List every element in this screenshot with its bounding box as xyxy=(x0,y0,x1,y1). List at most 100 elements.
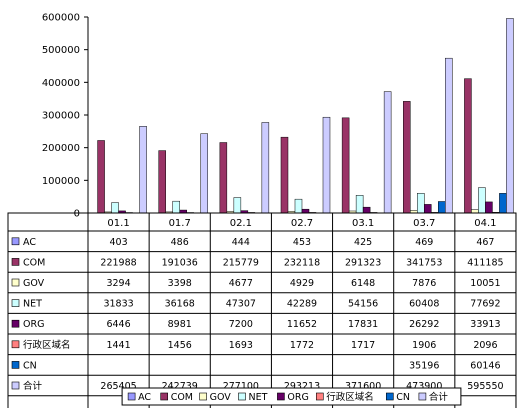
table-cell: 341753 xyxy=(406,257,442,268)
bar xyxy=(139,126,147,214)
table-cell: 7200 xyxy=(229,319,253,330)
bar xyxy=(341,117,350,214)
table-cell: 54156 xyxy=(348,299,378,310)
category-label: 03.1 xyxy=(352,218,374,229)
legend-label: COM xyxy=(171,392,193,403)
table-cell: 47307 xyxy=(226,299,256,310)
table-cell: 232118 xyxy=(284,257,320,268)
table-cell: 411185 xyxy=(467,257,503,268)
bar xyxy=(506,18,514,214)
y-tick-label: 400000 xyxy=(42,78,80,89)
table-cell: 60146 xyxy=(470,360,500,371)
table-cell: 3294 xyxy=(106,278,130,289)
legend-swatch xyxy=(127,392,136,401)
table-cell: 1441 xyxy=(106,340,130,351)
table-cell: 1717 xyxy=(351,340,375,351)
table-cell: 1456 xyxy=(168,340,192,351)
table-cell: 4677 xyxy=(229,278,253,289)
legend-swatch xyxy=(277,392,285,401)
table-cell: 371600 xyxy=(345,381,381,392)
data-table: 01.1 01.7 02.1 02.7 03.1 03.7 04.1 AC 403 486 444 4… xyxy=(7,212,517,408)
y-tick-label: 600000 xyxy=(42,13,80,24)
table-cell: 265405 xyxy=(100,381,136,392)
y-tick-label: 200000 xyxy=(42,143,80,154)
bar xyxy=(499,193,507,214)
table-cell: 60408 xyxy=(409,299,439,310)
legend-swatch xyxy=(315,392,324,401)
bars xyxy=(90,18,514,214)
table-cell: 453 xyxy=(293,237,311,248)
bar xyxy=(301,208,310,214)
legend-swatch xyxy=(199,392,207,401)
bar xyxy=(438,201,446,214)
bar xyxy=(485,201,493,214)
table-row-label: NET xyxy=(23,299,42,310)
table-row-label: ORG xyxy=(23,319,44,330)
table-cell: 3398 xyxy=(168,278,192,289)
table-cell: 291323 xyxy=(345,257,381,268)
category-label: 04.1 xyxy=(474,218,496,229)
bar xyxy=(158,150,166,214)
table-cell: 42289 xyxy=(287,299,317,310)
table-cell: 6148 xyxy=(351,278,375,289)
bar xyxy=(200,133,208,214)
bar xyxy=(261,122,270,214)
table-cell: 6446 xyxy=(106,319,130,330)
legend-swatch xyxy=(160,392,168,401)
bar xyxy=(322,116,331,214)
table-cell: 242739 xyxy=(162,381,198,392)
category-label: 02.7 xyxy=(291,218,313,229)
table-cell: 277100 xyxy=(223,381,259,392)
category-label: 03.7 xyxy=(413,218,435,229)
legend-swatch xyxy=(418,392,427,401)
bar xyxy=(111,202,119,214)
table-row-label: AC xyxy=(23,237,36,248)
table-cell: 403 xyxy=(109,237,127,248)
table-cell: 191036 xyxy=(162,257,198,268)
table-row-label: CN xyxy=(23,360,37,371)
bar xyxy=(417,193,425,214)
legend-swatch xyxy=(238,392,246,401)
category-label: 01.1 xyxy=(107,218,129,229)
y-tick-label: 0 xyxy=(74,209,80,220)
table-cell: 26292 xyxy=(409,319,439,330)
table-row-swatch xyxy=(11,361,20,369)
bar xyxy=(478,187,486,214)
table-cell: 473900 xyxy=(406,381,442,392)
table-cell: 425 xyxy=(354,237,372,248)
table-cell: 10051 xyxy=(470,278,500,289)
bar xyxy=(97,140,105,214)
y-tick-label: 100000 xyxy=(42,176,80,187)
bar xyxy=(383,91,392,214)
table-cell: 31833 xyxy=(103,299,133,310)
bar xyxy=(464,78,472,214)
table-cell: 1693 xyxy=(229,340,253,351)
legend-label: GOV xyxy=(210,392,232,403)
y-axis: 0 100000 200000 300000 400000 500000 600000 xyxy=(42,13,516,220)
bar xyxy=(280,136,289,214)
legend-label: NET xyxy=(249,392,268,403)
bar xyxy=(424,204,432,214)
table-cell: 293213 xyxy=(284,381,320,392)
table-cell: 4929 xyxy=(290,278,314,289)
table-cell: 7876 xyxy=(412,278,436,289)
bar xyxy=(294,198,303,214)
table-cell: 595550 xyxy=(467,381,503,392)
legend-box xyxy=(121,387,462,406)
category-label: 01.7 xyxy=(169,218,191,229)
table-cell: 33913 xyxy=(470,319,500,330)
legend: AC COM GOV NET ORG 行政区域名 CN 合计 xyxy=(121,387,462,406)
bar xyxy=(355,195,364,214)
legend-label: ORG xyxy=(287,392,308,403)
bar xyxy=(403,101,411,214)
table-row-swatch xyxy=(11,237,20,246)
table-row-label: COM xyxy=(23,257,45,268)
legend-swatch xyxy=(385,392,394,401)
table-cell: 221988 xyxy=(100,257,136,268)
y-tick-label: 300000 xyxy=(42,111,80,122)
bar xyxy=(445,57,453,214)
table-cell: 444 xyxy=(232,237,250,248)
bar xyxy=(233,197,242,214)
table-cell: 2096 xyxy=(473,340,497,351)
